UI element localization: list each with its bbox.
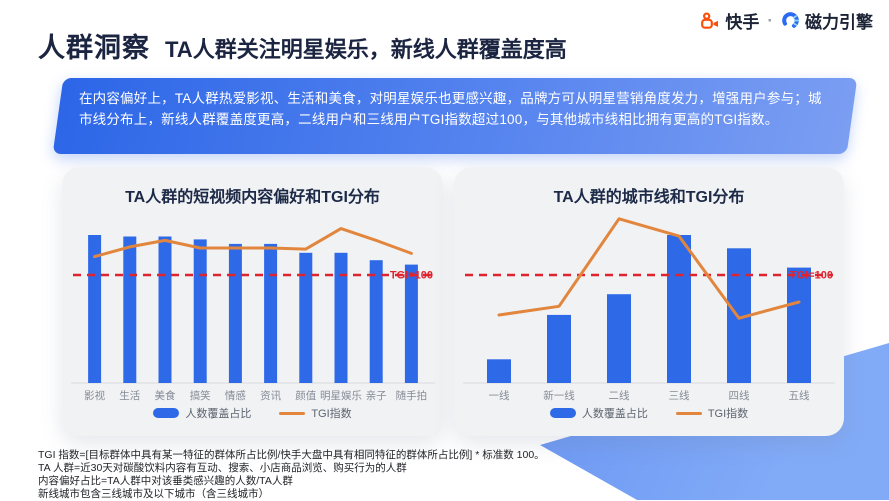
kuaishou-logo-text: 快手 — [725, 13, 760, 32]
page-title: TA人群关注明星娱乐，新线人群覆盖度高 — [165, 37, 567, 62]
line-swatch-icon — [675, 411, 702, 415]
bar-swatch-icon — [153, 408, 180, 418]
magnetic-engine-logo-icon — [781, 11, 800, 30]
svg-text:四线: 四线 — [729, 389, 750, 402]
summary-banner: 在内容偏好上，TA人群热爱影视、生活和美食，对明星娱乐也更感兴趣，品牌方可从明星… — [52, 78, 858, 154]
svg-text:三线: 三线 — [669, 389, 690, 402]
content-preference-chart: TGI=100 影视 生活 美食 搞笑 情感 资讯 颜值 明星娱乐 亲子 随手拍 — [70, 227, 435, 402]
chart-title: TA人群的城市线和TGI分布 — [553, 189, 745, 206]
legend-label: TGI指数 — [707, 408, 749, 420]
legend-item-tgi: TGI指数 — [279, 405, 352, 421]
chart-legend: 人数覆盖占比 TGI指数 — [454, 405, 844, 421]
logo-separator: · — [767, 10, 773, 30]
line-swatch-icon — [279, 411, 306, 415]
svg-text:随手拍: 随手拍 — [395, 389, 427, 402]
brand-logos: 快手 · 磁力引擎 — [700, 8, 873, 33]
legend-item-tgi: TGI指数 — [675, 405, 749, 421]
content-preference-card: TA人群的短视频内容偏好和TGI分布 TGI=100 影视 生活 美食 搞笑 情感 资讯 颜值… — [62, 167, 443, 436]
magnetic-engine-logo-text: 磁力引擎 — [805, 13, 873, 32]
chart-legend: 人数覆盖占比 TGI指数 — [62, 405, 443, 421]
legend-label: 人数覆盖占比 — [185, 408, 252, 420]
chart-title: TA人群的短视频内容偏好和TGI分布 — [125, 189, 380, 206]
svg-text:新一线: 新一线 — [543, 389, 575, 402]
bar-swatch-icon — [549, 408, 576, 418]
legend-item-coverage: 人数覆盖占比 — [153, 405, 251, 421]
kuaishou-logo-icon — [700, 11, 720, 31]
section-label: 人群洞察 — [38, 33, 150, 63]
legend-item-coverage: 人数覆盖占比 — [549, 405, 648, 421]
city-tier-chart: TGI=100 一线 新一线 二线 三线 四线 五线 — [463, 217, 835, 402]
headline: 人群洞察 TA人群关注明星娱乐，新线人群覆盖度高 — [38, 26, 567, 65]
legend-label: 人数覆盖占比 — [581, 408, 648, 420]
svg-text:五线: 五线 — [789, 389, 810, 402]
svg-text:TGI=100: TGI=100 — [790, 270, 833, 282]
city-tier-card: TA人群的城市线和TGI分布 TGI=100 一线 新一线 二线 三线 四线 五线 人数覆盖… — [454, 167, 844, 436]
svg-text:颜值: 颜值 — [295, 389, 316, 402]
footnote-line: 新线城市包含三线城市及以下城市（含三线城市） — [38, 487, 269, 500]
svg-text:明星娱乐: 明星娱乐 — [320, 389, 362, 402]
footnote-line: TA 人群=近30天对碳酸饮料内容有互动、搜索、小店商品浏览、购买行为的人群 — [38, 461, 407, 474]
svg-text:TGI=100: TGI=100 — [389, 270, 432, 282]
footnote-line: 内容偏好占比=TA人群中对该垂类感兴趣的人数/TA人群 — [38, 474, 293, 487]
svg-text:影视: 影视 — [84, 389, 105, 402]
svg-text:情感: 情感 — [224, 389, 245, 402]
svg-text:美食: 美食 — [154, 389, 175, 402]
svg-text:二线: 二线 — [609, 389, 630, 402]
footnotes: TGI 指数=[目标群体中具有某一特征的群体所占比例/快手大盘中具有相同特征的群… — [38, 449, 545, 501]
summary-text: 在内容偏好上，TA人群热爱影视、生活和美食，对明星娱乐也更感兴趣，品牌方可从明星… — [78, 91, 822, 128]
svg-text:资讯: 资讯 — [260, 389, 281, 402]
svg-text:亲子: 亲子 — [365, 389, 386, 402]
svg-text:生活: 生活 — [119, 389, 140, 402]
svg-text:搞笑: 搞笑 — [189, 389, 210, 402]
svg-text:一线: 一线 — [489, 389, 510, 402]
legend-label: TGI指数 — [311, 408, 352, 420]
footnote-line: TGI 指数=[目标群体中具有某一特征的群体所占比例/快手大盘中具有相同特征的群… — [38, 449, 545, 461]
